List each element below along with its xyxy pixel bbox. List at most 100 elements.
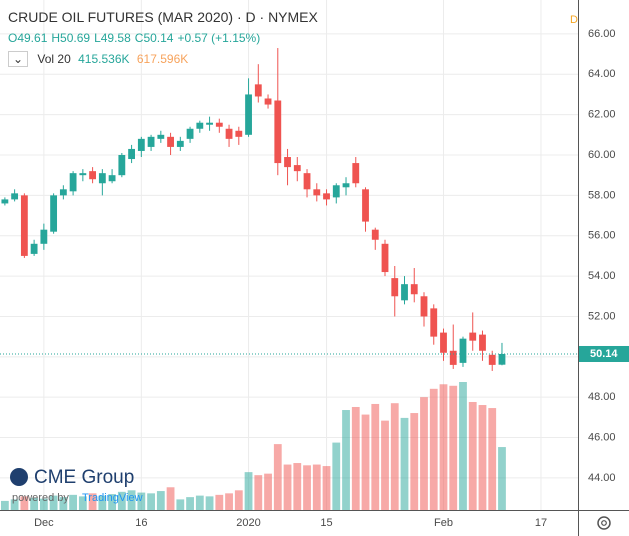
y-tick-label: 66.00 — [588, 28, 616, 40]
volume-bar — [351, 406, 360, 510]
candle-body — [254, 84, 262, 97]
volume-bar — [498, 447, 506, 510]
ohlc-item: L49.58 — [94, 31, 131, 45]
candle-body — [137, 138, 145, 151]
candle-body — [420, 296, 428, 317]
candle-body — [98, 173, 106, 184]
candle-body — [284, 157, 291, 168]
candle-body — [196, 122, 204, 129]
volume-bar — [283, 464, 292, 510]
candle-body — [313, 189, 321, 196]
candle-body — [459, 338, 467, 363]
y-tick-label: 64.00 — [588, 68, 616, 80]
volume-value: 415.536K — [78, 52, 130, 66]
volume-bar — [390, 403, 399, 510]
volume-bar — [88, 493, 97, 510]
volume-bar — [312, 464, 321, 510]
ohlc-item: +0.57 (+1.15%) — [177, 31, 261, 45]
volume-bar — [78, 496, 87, 510]
ohlc-legend: O49.61 H50.69 L49.58 C50.14 +0.57 (+1.15%) — [8, 31, 264, 45]
x-tick-label: 16 — [135, 517, 147, 529]
volume-bar — [478, 405, 487, 510]
candle-body — [440, 332, 447, 353]
candle-body — [264, 98, 272, 105]
y-tick-label: 60.00 — [588, 149, 616, 161]
y-tick-label: 48.00 — [588, 391, 616, 403]
candle-body — [352, 163, 360, 184]
volume-bar — [137, 492, 146, 510]
candle-body — [128, 148, 135, 160]
volume-bar — [244, 472, 253, 510]
volume-bar — [176, 499, 185, 510]
ohlc-item: C50.14 — [134, 31, 174, 45]
volume-bar — [147, 493, 155, 510]
volume-bar — [439, 384, 448, 510]
volume-label: Vol 20 — [37, 52, 71, 66]
symbol-title: CRUDE OIL FUTURES (MAR 2020) · D · NYMEX — [8, 9, 318, 25]
y-tick-label: 46.00 — [588, 431, 616, 443]
volume-bar — [449, 385, 458, 510]
volume-bar — [225, 493, 233, 510]
ohlc-item: H50.69 — [51, 31, 91, 45]
candle-body — [410, 284, 418, 295]
candle-body — [147, 136, 155, 147]
candle-body — [215, 122, 223, 127]
candle-body — [391, 278, 399, 297]
candle-body — [89, 171, 97, 180]
candle-body — [371, 229, 379, 240]
candle-body — [323, 193, 330, 200]
candle-body — [381, 243, 389, 273]
y-tick-label: 54.00 — [588, 270, 616, 282]
volume-bar — [381, 420, 389, 510]
candle-body — [430, 308, 438, 337]
volume-bar — [420, 397, 428, 510]
candle-body — [108, 175, 116, 182]
volume-bar — [186, 497, 194, 510]
x-tick-label: 17 — [535, 517, 547, 529]
candle-body — [167, 136, 174, 147]
volume-bar — [322, 466, 331, 510]
candle-body — [332, 185, 340, 198]
volume-bar — [0, 500, 9, 510]
candle-body — [449, 350, 457, 365]
collapse-button[interactable]: ⌄ — [8, 51, 29, 67]
volume-bar — [488, 408, 497, 510]
y-tick-label: 52.00 — [588, 310, 616, 322]
volume-bar — [293, 463, 302, 510]
candle-body — [342, 183, 350, 188]
volume-bar — [215, 494, 224, 510]
settings-icon[interactable] — [597, 516, 611, 530]
gear-hub[interactable] — [601, 520, 607, 526]
volume-bar — [332, 442, 341, 510]
volume-bar — [127, 490, 136, 510]
volume-bar — [234, 490, 243, 510]
candle-body — [20, 195, 28, 256]
candle-body — [176, 140, 184, 147]
volume-bar — [117, 491, 126, 510]
volume-bar — [468, 401, 477, 510]
volume-bar — [371, 403, 380, 510]
volume-bar — [254, 475, 263, 510]
volume-bar — [10, 499, 19, 510]
candle-body — [69, 173, 77, 192]
candle-body — [235, 130, 243, 137]
powered-by: powered by — [12, 492, 69, 504]
interval-badge: D — [570, 14, 578, 26]
candle-body — [469, 332, 477, 341]
volume-bar — [166, 487, 175, 510]
volume-bar — [69, 494, 78, 510]
candle-body — [225, 128, 233, 139]
volume-bar — [39, 498, 48, 510]
candle-body — [488, 354, 496, 365]
candle-body — [479, 334, 486, 351]
volume-bar — [49, 495, 58, 510]
last-price-box — [579, 345, 629, 362]
volume-bar — [195, 495, 204, 510]
gear[interactable] — [597, 516, 611, 530]
volume-bar — [20, 496, 29, 510]
volume-bar — [264, 473, 272, 510]
y-tick-label: 62.00 — [588, 109, 616, 121]
candle-body — [303, 173, 311, 190]
